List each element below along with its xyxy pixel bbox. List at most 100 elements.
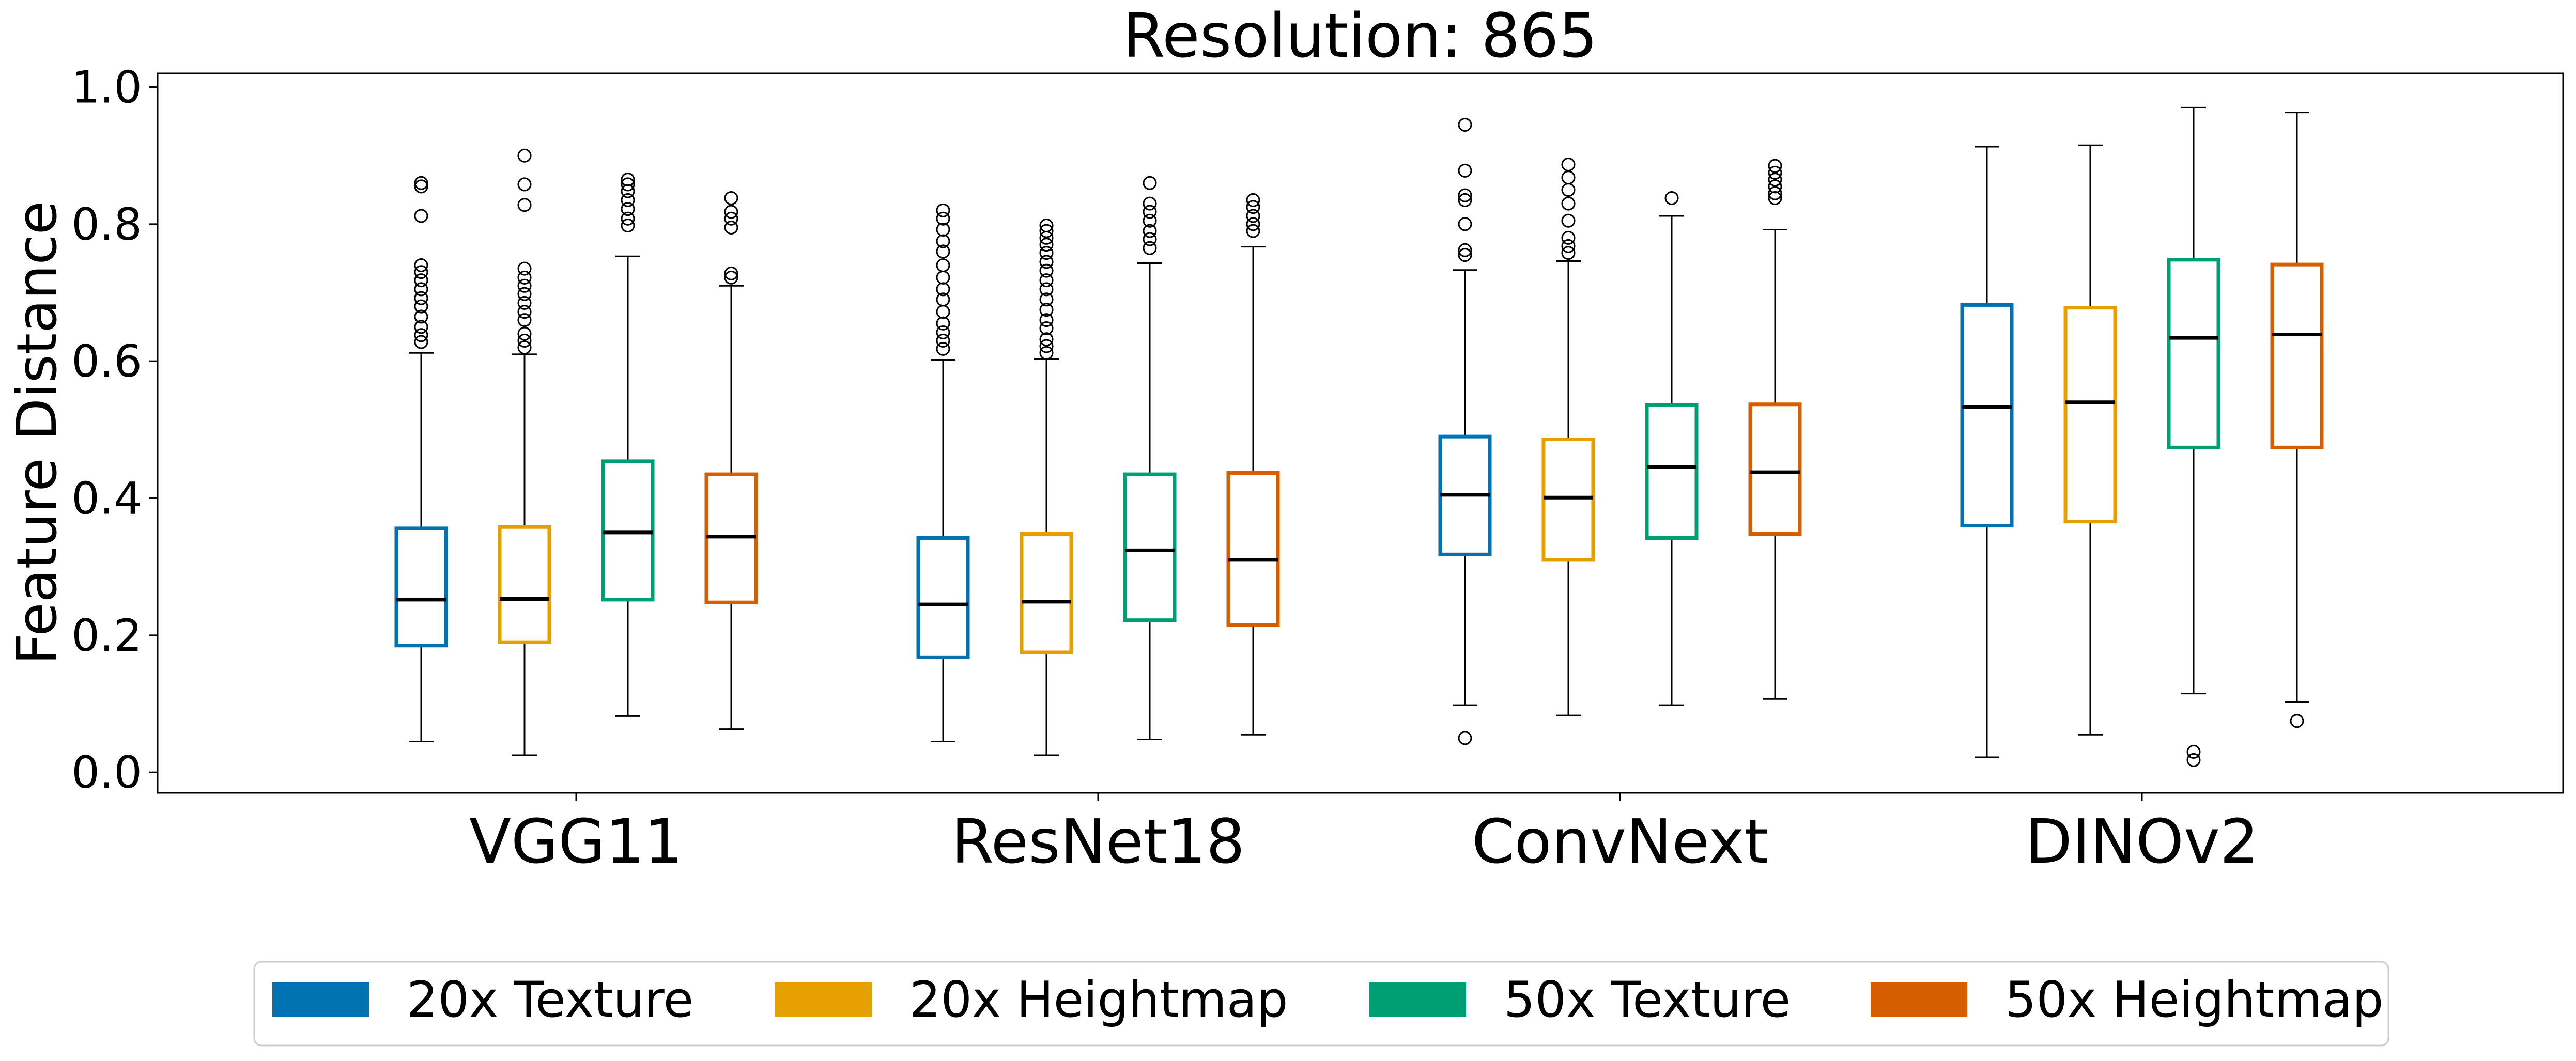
box-body	[2063, 306, 2117, 524]
flier-point	[1143, 241, 1157, 255]
box-20x-heightmap	[1541, 157, 1595, 716]
flier-point	[621, 211, 635, 226]
flier-point	[517, 261, 532, 276]
flier-point	[1458, 248, 1472, 262]
box-body	[1960, 303, 2014, 528]
legend-swatch	[1871, 982, 1967, 1017]
flier-point	[1039, 230, 1054, 245]
flier-point	[1768, 165, 1782, 180]
flier-point	[414, 209, 428, 223]
flier-point	[936, 258, 950, 272]
flier-point	[936, 316, 950, 331]
flier-point	[1458, 217, 1472, 231]
flier-point	[724, 270, 738, 285]
box-20x-texture	[916, 203, 970, 742]
flier-point	[621, 193, 635, 207]
flier-point	[414, 273, 428, 288]
flier-point	[724, 205, 738, 219]
flier-point	[1039, 303, 1054, 317]
flier-point	[1143, 224, 1157, 238]
flier-point	[517, 305, 532, 319]
flier-point	[1458, 163, 1472, 178]
flier-point	[517, 295, 532, 310]
flier-point	[936, 234, 950, 248]
flier-point	[936, 325, 950, 339]
flier-point	[1246, 217, 1260, 231]
flier-point	[1143, 205, 1157, 219]
box-50x-heightmap	[704, 191, 758, 730]
box-body	[601, 459, 655, 602]
legend-label: 20x Heightmap	[909, 972, 1288, 1028]
box-body	[1541, 437, 1595, 562]
flier-point	[517, 148, 532, 163]
y-tick-label: 0.2	[71, 610, 142, 662]
chart-title: Resolution: 865	[1122, 0, 1597, 71]
flier-point	[1039, 238, 1054, 252]
y-tick-label: 0.0	[71, 747, 142, 799]
x-tick-label: ResNet18	[951, 806, 1245, 877]
flier-point	[414, 299, 428, 314]
flier-point	[936, 305, 950, 319]
flier-point	[414, 309, 428, 324]
legend-label: 50x Texture	[1504, 972, 1791, 1028]
flier-point	[414, 282, 428, 297]
flier-point	[1768, 186, 1782, 200]
box-20x-heightmap	[2063, 144, 2117, 736]
flier-point	[1561, 213, 1576, 228]
legend-swatch	[272, 982, 369, 1017]
flier-point	[2186, 753, 2201, 767]
box-20x-texture	[394, 176, 448, 742]
flier-point	[936, 333, 950, 348]
flier-point	[1458, 731, 1472, 745]
legend-item: 50x Texture	[1369, 972, 1791, 1028]
flier-point	[1039, 273, 1054, 288]
flier-point	[936, 211, 950, 226]
flier-point	[1561, 230, 1576, 245]
flier-point	[1039, 321, 1054, 336]
flier-point	[414, 179, 428, 194]
flier-point	[724, 211, 738, 226]
box-50x-texture	[1123, 176, 1177, 741]
flier-point	[1561, 170, 1576, 185]
flier-point	[621, 177, 635, 192]
flier-point	[936, 270, 950, 285]
flier-point	[1458, 188, 1472, 202]
flier-point	[1561, 183, 1576, 197]
flier-point	[414, 176, 428, 190]
flier-point	[1143, 213, 1157, 228]
box-50x-heightmap	[1226, 193, 1280, 736]
box-body	[1645, 403, 1699, 540]
flier-point	[1143, 176, 1157, 190]
flier-point	[1039, 282, 1054, 297]
box-50x-heightmap	[2270, 112, 2324, 728]
legend-label: 50x Heightmap	[2005, 972, 2383, 1028]
box-50x-texture	[2167, 106, 2220, 767]
box-body	[2270, 262, 2324, 449]
flier-point	[724, 266, 738, 280]
legend-item: 50x Heightmap	[1871, 972, 2383, 1028]
flier-point	[621, 202, 635, 216]
y-tick-label: 0.8	[71, 199, 142, 251]
flier-point	[517, 177, 532, 192]
y-axis-label: Feature Distance	[5, 201, 69, 665]
flier-point	[1561, 196, 1576, 211]
flier-point	[1561, 246, 1576, 260]
flier-point	[621, 184, 635, 198]
flier-point	[517, 270, 532, 285]
flier-point	[724, 191, 738, 205]
y-tick-label: 0.6	[71, 336, 142, 387]
flier-point	[414, 265, 428, 279]
flier-point	[1039, 332, 1054, 347]
flier-point	[414, 258, 428, 272]
box-50x-heightmap	[1748, 159, 1802, 700]
flier-point	[414, 291, 428, 305]
flier-point	[724, 221, 738, 235]
flier-point	[1458, 118, 1472, 132]
flier-point	[2186, 744, 2201, 759]
box-20x-texture	[1438, 118, 1492, 745]
flier-point	[621, 219, 635, 233]
flier-point	[1039, 339, 1054, 353]
plot-frame	[157, 72, 2564, 794]
flier-point	[936, 203, 950, 217]
